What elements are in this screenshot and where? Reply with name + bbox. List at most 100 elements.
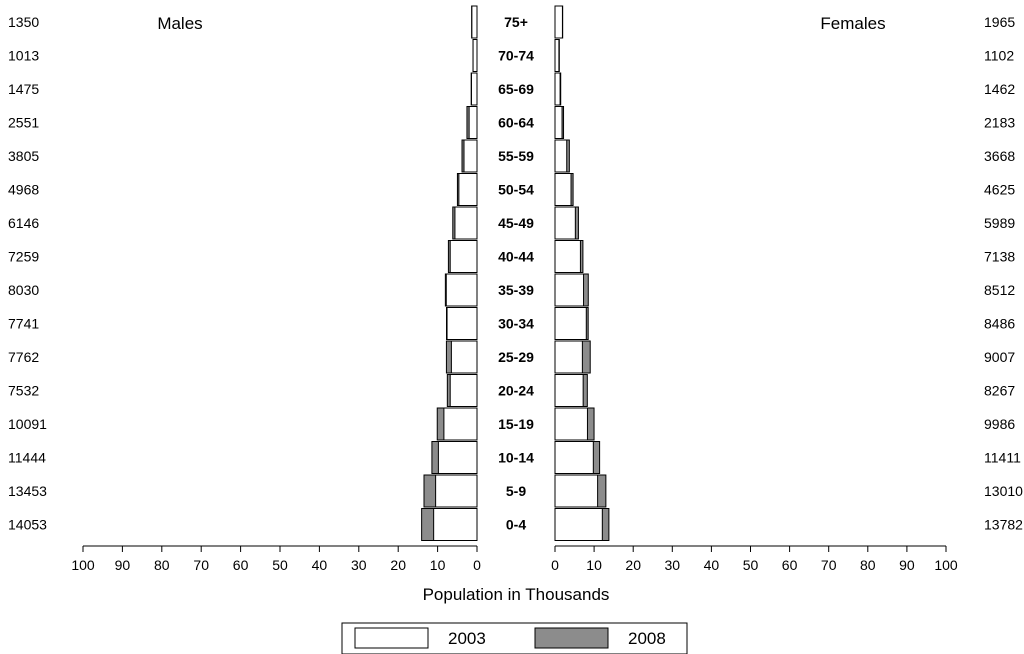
legend-label-2008: 2008	[628, 629, 666, 648]
x-tick-label-female: 80	[860, 557, 876, 573]
x-tick-label-male: 50	[272, 557, 288, 573]
x-tick-label-male: 80	[154, 557, 170, 573]
female-value-label: 9986	[984, 416, 1015, 432]
bar-male-2003-60-64	[468, 106, 478, 139]
female-value-label: 1462	[984, 81, 1015, 97]
bar-male-2003-50-54	[458, 173, 478, 206]
x-axis-title: Population in Thousands	[423, 585, 610, 604]
bar-female-2003-40-44	[554, 240, 581, 273]
legend-swatch-2008	[534, 627, 609, 649]
legend-swatch-2003	[354, 627, 429, 649]
age-group-label: 70-74	[498, 48, 534, 64]
x-tick-label-male: 10	[430, 557, 446, 573]
age-group-label: 10-14	[498, 450, 534, 466]
legend: 2003 2008	[341, 622, 688, 654]
bar-male-2003-20-24	[449, 374, 478, 407]
female-value-label: 1965	[984, 14, 1015, 30]
age-group-label: 45-49	[498, 215, 534, 231]
female-value-label: 8486	[984, 316, 1015, 332]
male-value-label: 1013	[8, 48, 39, 64]
female-value-label: 8512	[984, 282, 1015, 298]
bar-female-2003-5-9	[554, 474, 599, 508]
bar-female-2003-55-59	[554, 139, 568, 173]
male-value-label: 3805	[8, 148, 39, 164]
age-group-label: 55-59	[498, 148, 534, 164]
age-group-label: 35-39	[498, 282, 534, 298]
axes-layer: 100 90 80 70 60 50 40 30 20 10 0 0 10 20 30 40 50 60 70 80 9…	[71, 545, 958, 573]
age-group-label: 15-19	[498, 416, 534, 432]
male-value-label: 11444	[8, 450, 46, 466]
female-value-label: 11411	[984, 450, 1021, 466]
age-group-label: 75+	[504, 14, 528, 30]
bar-male-2003-45-49	[454, 206, 478, 240]
female-value-label: 1102	[984, 48, 1014, 64]
age-group-label: 25-29	[498, 349, 534, 365]
x-tick-label-female: 40	[704, 557, 720, 573]
age-group-label: 5-9	[506, 483, 526, 499]
x-tick-label-male: 90	[115, 557, 131, 573]
male-value-label: 7259	[8, 249, 39, 265]
bar-female-2003-30-34	[554, 307, 587, 340]
bar-female-2003-65-69	[554, 72, 561, 106]
labels-layer: 75+ 1350 1965 70-74 1013 1102 65-69 1475 1462 60-…	[8, 14, 1023, 533]
males-title: Males	[157, 14, 202, 33]
bar-male-2003-5-9	[435, 474, 478, 508]
male-value-label: 1475	[8, 81, 39, 97]
bar-male-2003-55-59	[463, 139, 478, 173]
x-tick-label-male: 20	[390, 557, 406, 573]
bar-male-2003-65-69	[470, 72, 478, 106]
bar-female-2003-60-64	[554, 106, 563, 139]
females-title: Females	[820, 14, 885, 33]
x-tick-label-female: 50	[743, 557, 759, 573]
bar-female-2003-10-14	[554, 441, 594, 474]
male-value-label: 7741	[8, 316, 39, 332]
x-tick-label-female: 100	[934, 557, 958, 573]
age-group-label: 50-54	[498, 182, 534, 198]
age-group-label: 30-34	[498, 316, 534, 332]
female-value-label: 5989	[984, 215, 1015, 231]
bar-male-2003-30-34	[446, 307, 478, 340]
male-value-label: 8030	[8, 282, 39, 298]
female-value-label: 8267	[984, 383, 1015, 399]
female-value-label: 4625	[984, 182, 1015, 198]
male-value-label: 13453	[8, 483, 47, 499]
x-tick-label-male: 40	[312, 557, 328, 573]
x-tick-label-male: 70	[193, 557, 209, 573]
age-group-label: 60-64	[498, 115, 534, 131]
x-tick-label-male: 30	[351, 557, 367, 573]
female-value-label: 3668	[984, 148, 1015, 164]
bar-female-2003-25-29	[554, 340, 583, 374]
x-tick-label-female: 60	[782, 557, 798, 573]
x-tick-label-male: 0	[473, 557, 481, 573]
x-tick-label-female: 30	[665, 557, 681, 573]
bar-male-2003-15-19	[443, 407, 478, 441]
male-value-label: 6146	[8, 215, 39, 231]
x-tick-label-male: 60	[233, 557, 249, 573]
bar-female-2003-15-19	[554, 407, 588, 441]
bar-male-2003-75+	[471, 5, 478, 39]
x-tick-label-male: 100	[71, 557, 95, 573]
male-value-label: 7762	[8, 349, 39, 365]
male-value-label: 10091	[8, 416, 47, 432]
bars-layer	[421, 5, 610, 541]
female-value-label: 13782	[984, 517, 1023, 533]
x-tick-label-female: 0	[551, 557, 559, 573]
bar-female-2003-35-39	[554, 273, 585, 307]
female-value-label: 7138	[984, 249, 1015, 265]
male-value-label: 2551	[8, 115, 39, 131]
male-value-label: 14053	[8, 517, 47, 533]
female-value-label: 9007	[984, 349, 1015, 365]
x-tick-label-female: 90	[899, 557, 915, 573]
female-value-label: 13010	[984, 483, 1023, 499]
bar-male-2003-40-44	[449, 240, 478, 273]
bar-male-2003-35-39	[445, 273, 478, 307]
age-group-label: 40-44	[498, 249, 534, 265]
bar-female-2003-20-24	[554, 374, 584, 407]
bar-female-2003-0-4	[554, 508, 603, 541]
bar-female-2003-50-54	[554, 173, 572, 206]
x-tick-label-female: 70	[821, 557, 837, 573]
bar-male-2003-25-29	[450, 340, 478, 374]
male-value-label: 4968	[8, 182, 39, 198]
male-value-label: 1350	[8, 14, 39, 30]
legend-label-2003: 2003	[448, 629, 486, 648]
